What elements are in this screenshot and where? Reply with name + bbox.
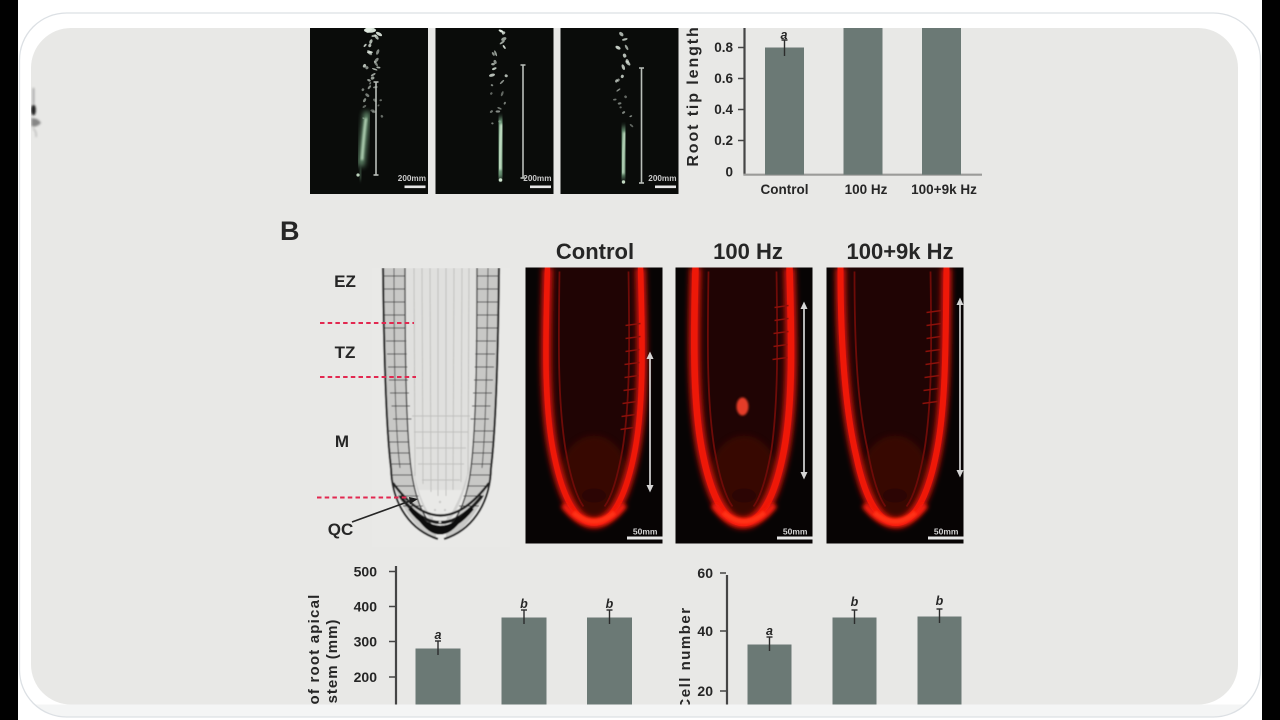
svg-text:TZ: TZ xyxy=(335,343,356,362)
svg-text:50mm: 50mm xyxy=(633,527,658,537)
svg-text:0.6: 0.6 xyxy=(714,71,733,86)
svg-text:100 Hz: 100 Hz xyxy=(845,182,888,197)
svg-text:200: 200 xyxy=(354,669,378,685)
svg-text:Cell number: Cell number xyxy=(677,606,694,709)
svg-text:Root tip length: Root tip length xyxy=(685,25,702,166)
svg-text:a: a xyxy=(766,624,773,638)
svg-text:a: a xyxy=(781,28,788,42)
svg-text:b: b xyxy=(606,597,614,611)
svg-text:40: 40 xyxy=(697,623,713,639)
svg-text:Control: Control xyxy=(761,182,809,197)
svg-text:0.2: 0.2 xyxy=(714,133,733,148)
svg-text:200mm: 200mm xyxy=(398,174,426,183)
svg-text:EZ: EZ xyxy=(334,272,356,291)
svg-text:500: 500 xyxy=(354,564,378,580)
svg-text:a: a xyxy=(435,628,442,642)
svg-text:stem (mm): stem (mm) xyxy=(324,619,341,704)
svg-text:Control: Control xyxy=(556,239,634,264)
svg-text:200mm: 200mm xyxy=(523,174,551,183)
svg-text:b: b xyxy=(936,594,944,608)
svg-text:b: b xyxy=(851,595,859,609)
svg-text:B: B xyxy=(280,216,300,246)
svg-text:400: 400 xyxy=(354,599,378,615)
svg-text:0.8: 0.8 xyxy=(714,40,733,55)
svg-text:of root apical: of root apical xyxy=(306,594,323,705)
svg-text:0: 0 xyxy=(725,165,733,180)
svg-text:QC: QC xyxy=(328,520,354,539)
svg-text:60: 60 xyxy=(697,565,713,581)
svg-text:50mm: 50mm xyxy=(783,527,808,537)
svg-text:M: M xyxy=(335,432,349,451)
svg-text:50mm: 50mm xyxy=(934,527,959,537)
svg-text:0.4: 0.4 xyxy=(714,102,733,117)
svg-text:100+9k Hz: 100+9k Hz xyxy=(846,239,953,264)
svg-text:b: b xyxy=(520,597,528,611)
svg-text:200mm: 200mm xyxy=(648,174,676,183)
svg-text:100 Hz: 100 Hz xyxy=(713,239,783,264)
svg-text:20: 20 xyxy=(697,683,713,699)
svg-text:300: 300 xyxy=(354,634,378,650)
svg-text:100+9k Hz: 100+9k Hz xyxy=(911,182,977,197)
